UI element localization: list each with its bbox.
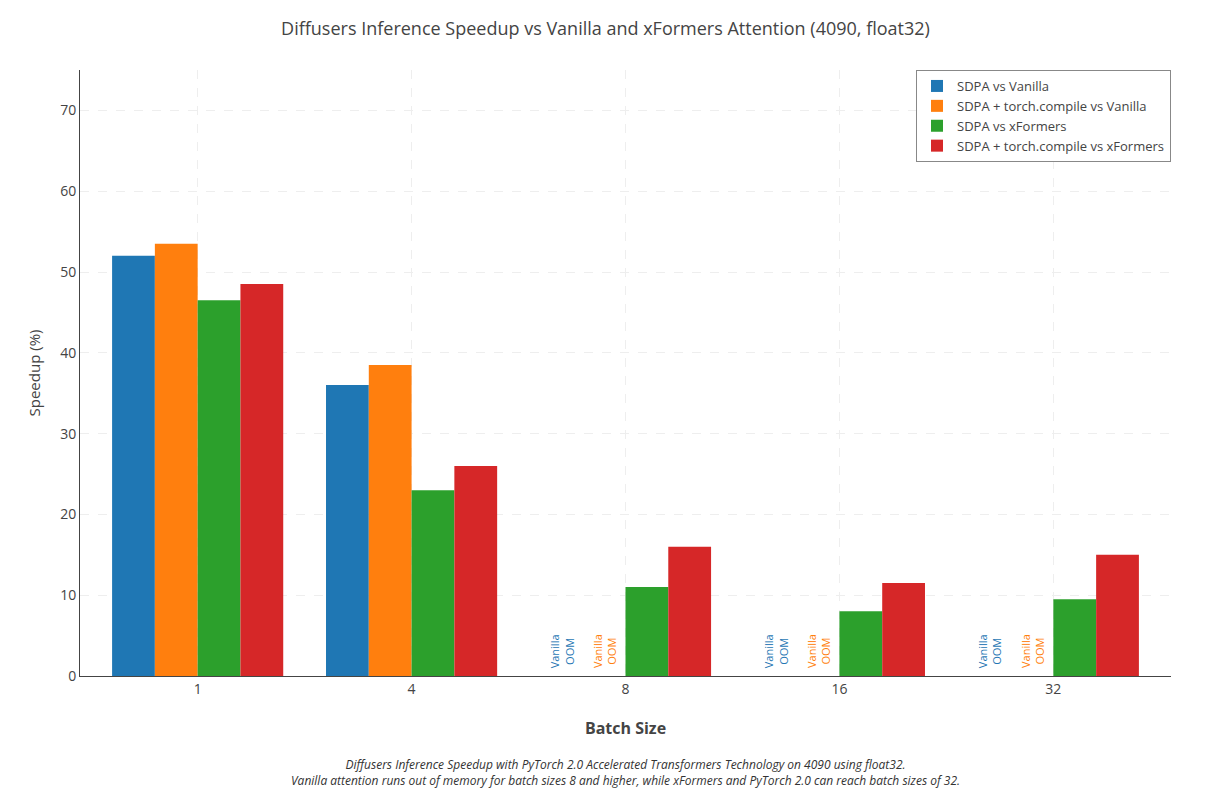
svg-text:20: 20 — [60, 504, 76, 523]
svg-text:8: 8 — [621, 679, 629, 698]
svg-text:VanillaOOM: VanillaOOM — [761, 634, 790, 668]
svg-text:SDPA vs xFormers: SDPA vs xFormers — [957, 117, 1067, 135]
svg-text:1: 1 — [194, 679, 202, 698]
svg-text:SDPA vs Vanilla: SDPA vs Vanilla — [957, 77, 1049, 95]
svg-text:40: 40 — [60, 343, 76, 362]
svg-text:30: 30 — [60, 424, 76, 443]
svg-text:VanillaOOM: VanillaOOM — [804, 634, 833, 668]
svg-text:VanillaOOM: VanillaOOM — [547, 634, 576, 668]
svg-text:0: 0 — [68, 666, 76, 685]
svg-text:10: 10 — [60, 585, 76, 604]
svg-text:60: 60 — [60, 181, 76, 200]
svg-text:VanillaOOM: VanillaOOM — [975, 634, 1004, 668]
svg-text:VanillaOOM: VanillaOOM — [590, 634, 619, 668]
svg-text:Speedup (%): Speedup (%) — [24, 330, 44, 417]
svg-text:SDPA + torch.compile vs Vanill: SDPA + torch.compile vs Vanilla — [957, 97, 1147, 115]
svg-text:4: 4 — [408, 679, 416, 698]
svg-text:50: 50 — [60, 262, 76, 281]
svg-text:Diffusers Inference Speedup wi: Diffusers Inference Speedup with PyTorch… — [291, 756, 960, 789]
svg-text:32: 32 — [1045, 679, 1061, 698]
svg-text:16: 16 — [831, 679, 847, 698]
svg-text:Diffusers Inference Speedup vs: Diffusers Inference Speedup vs Vanilla a… — [281, 16, 930, 40]
svg-text:Batch Size: Batch Size — [585, 717, 666, 739]
svg-text:70: 70 — [60, 100, 76, 119]
svg-text:SDPA + torch.compile vs xForme: SDPA + torch.compile vs xFormers — [957, 137, 1164, 155]
svg-text:VanillaOOM: VanillaOOM — [1018, 634, 1047, 668]
